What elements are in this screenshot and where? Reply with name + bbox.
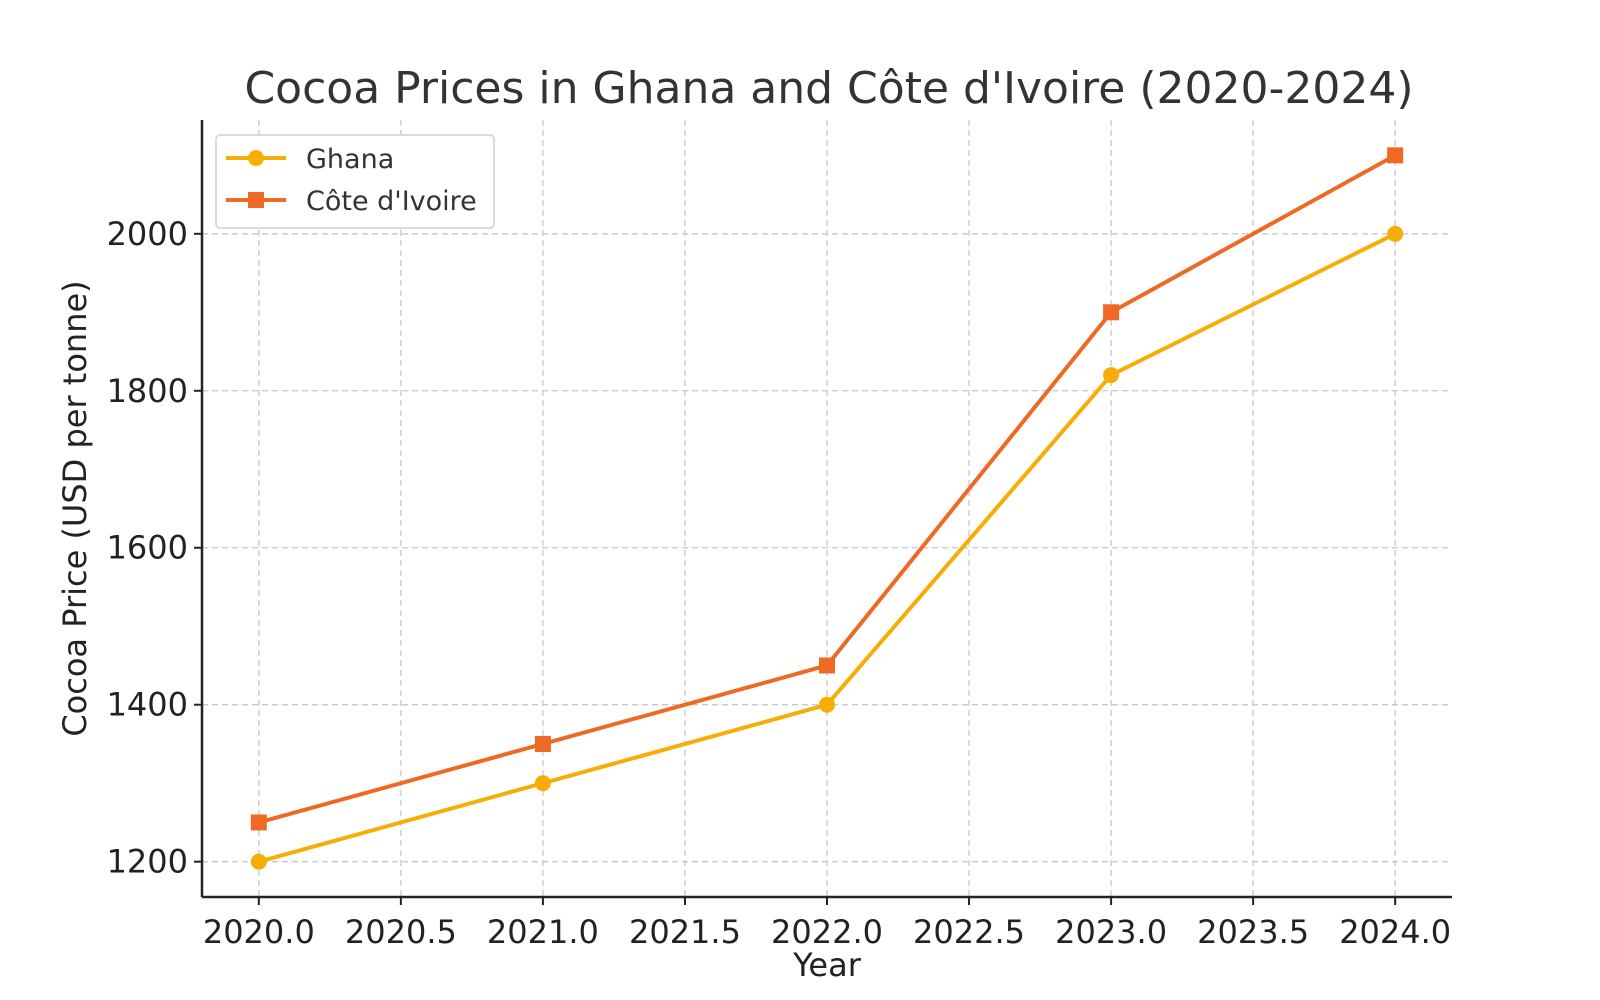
x-tick-label: 2023.5 [1197, 913, 1309, 951]
x-tick-label: 2022.0 [771, 913, 883, 951]
x-tick-label: 2020.5 [345, 913, 457, 951]
series [250, 147, 1404, 870]
series-cote-divoire [250, 147, 1404, 831]
x-axis-label: Year [792, 946, 862, 984]
data-point [1387, 225, 1404, 242]
x-axis-ticks: 2020.0 2020.5 2021.0 2021.5 2022.0 2022.5 2023… [203, 897, 1451, 951]
x-tick-label: 2024.0 [1339, 913, 1451, 951]
grid [202, 120, 1452, 897]
chart-title: Cocoa Prices in Ghana and Côte d'Ivoire … [244, 63, 1413, 114]
y-tick-label: 1600 [107, 529, 188, 567]
data-point [1103, 304, 1120, 321]
y-tick-label: 2000 [107, 215, 188, 253]
x-tick-label: 2021.0 [487, 913, 599, 951]
data-point [1387, 147, 1404, 164]
x-tick-label: 2022.5 [913, 913, 1025, 951]
y-axis-label: Cocoa Price (USD per tonne) [56, 280, 94, 736]
x-tick-label: 2023.0 [1055, 913, 1167, 951]
y-tick-label: 1200 [107, 843, 188, 881]
legend-label: Ghana [306, 144, 394, 175]
y-tick-label: 1400 [107, 686, 188, 724]
data-point [534, 735, 551, 752]
data-point [1103, 367, 1120, 384]
legend-marker [248, 150, 264, 166]
x-tick-label: 2021.5 [629, 913, 741, 951]
y-axis-ticks: 1200 1400 1600 1800 2000 [107, 215, 202, 881]
y-tick-label: 1800 [107, 372, 188, 410]
legend-label: Côte d'Ivoire [306, 186, 477, 217]
data-point [534, 775, 551, 792]
data-point [819, 657, 835, 674]
series-ghana [250, 225, 1404, 870]
data-point [250, 853, 267, 870]
data-point [250, 814, 267, 831]
x-tick-label: 2020.0 [203, 913, 315, 951]
legend: Ghana Côte d'Ivoire [215, 134, 495, 229]
legend-marker [248, 192, 264, 208]
data-point [819, 696, 835, 713]
